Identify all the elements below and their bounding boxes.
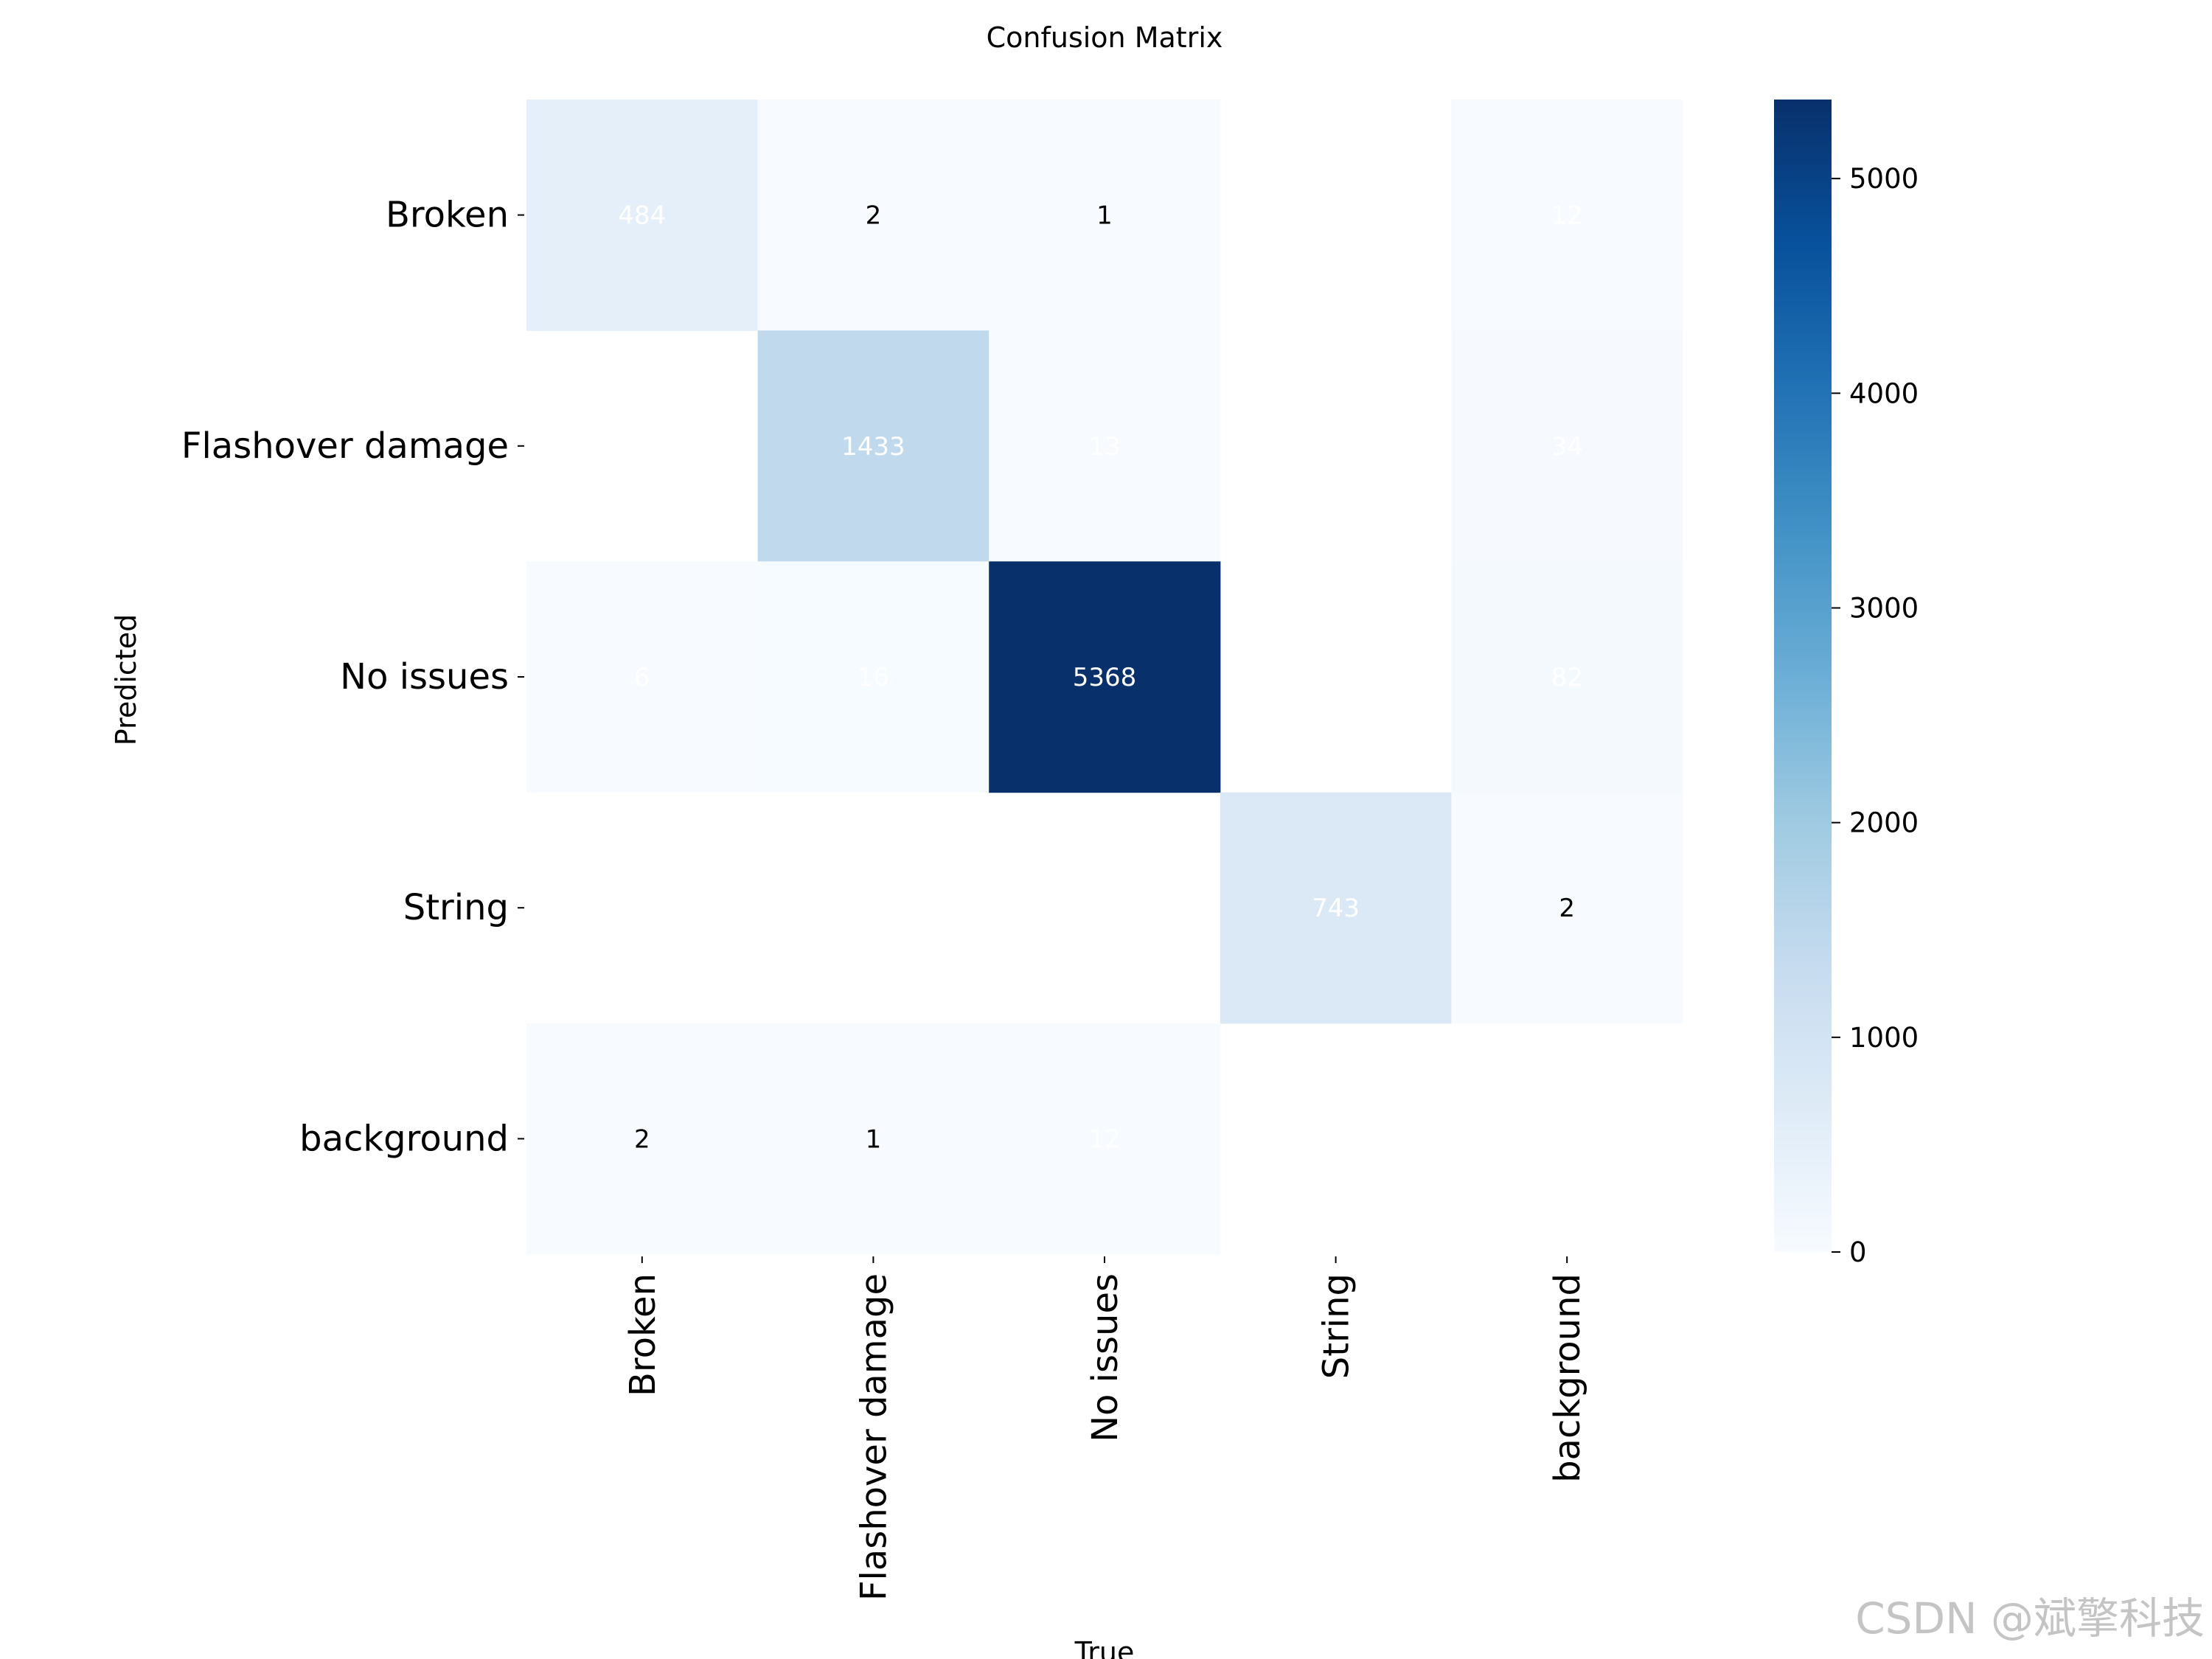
y-tick-label: String xyxy=(403,887,509,928)
x-tick-labels: Broken Flashover damage No issues String bac… xyxy=(622,1256,1588,1601)
y-tick-label: Broken xyxy=(386,195,509,236)
cell-broken-background xyxy=(1451,100,1683,331)
cell-value-label: 13 xyxy=(1088,432,1120,462)
cell-flashover-damage-flashover-damage xyxy=(757,330,990,562)
x-tick-label: Flashover damage xyxy=(853,1273,894,1601)
y-tick-labels: Broken Flashover damage No issues String bac… xyxy=(181,195,524,1159)
colorbar xyxy=(1774,100,1832,1252)
cell-background-flashover-damage xyxy=(757,1023,990,1255)
x-tick-label: Broken xyxy=(622,1273,664,1397)
heatmap-cells xyxy=(526,100,1683,1255)
colorbar-tick-label: 3000 xyxy=(1849,592,1919,624)
cell-string-background xyxy=(1451,792,1683,1024)
colorbar-tick-label: 2000 xyxy=(1849,807,1919,839)
watermark: CSDN @斌擎科技 xyxy=(1855,1593,2205,1644)
cell-value-label: 743 xyxy=(1312,894,1360,923)
cell-no-issues-background xyxy=(1451,561,1683,793)
x-axis-label: True xyxy=(1074,1636,1135,1659)
cell-value-label: 16 xyxy=(858,663,889,692)
cell-value-label: 82 xyxy=(1551,663,1583,692)
cell-value-label: 484 xyxy=(618,201,666,231)
colorbar-tick-label: 0 xyxy=(1849,1237,1867,1268)
cell-value-label: 12 xyxy=(1551,201,1583,231)
cell-value-label: 1 xyxy=(866,1124,882,1154)
x-tick-label: background xyxy=(1547,1273,1588,1483)
x-tick-label: String xyxy=(1316,1273,1357,1379)
y-tick-label: No issues xyxy=(340,656,509,698)
cell-value-label: 1433 xyxy=(841,432,905,462)
colorbar-tick-label: 5000 xyxy=(1849,163,1919,195)
cell-flashover-damage-background xyxy=(1451,330,1683,562)
cell-broken-broken xyxy=(526,100,759,331)
cell-value-label: 2 xyxy=(634,1124,650,1154)
y-axis-label: Predicted xyxy=(110,614,142,745)
cell-broken-no-issues xyxy=(989,100,1221,331)
colorbar-tick-label: 1000 xyxy=(1849,1022,1919,1054)
cell-value-label: 2 xyxy=(866,201,882,231)
cell-value-label: 34 xyxy=(1551,432,1583,462)
cell-value-label: 12 xyxy=(1088,1124,1120,1154)
cell-no-issues-flashover-damage xyxy=(757,561,990,793)
cell-value-label: 2 xyxy=(1559,894,1575,923)
cell-no-issues-no-issues xyxy=(989,561,1221,793)
cell-value-label: 6 xyxy=(634,663,650,692)
heatmap-cell-labels: 484 2 1 12 1433 13 34 6 16 5368 82 743 2 2 1 12 xyxy=(618,201,1582,1155)
cell-value-label: 1 xyxy=(1096,201,1113,231)
y-tick-label: Flashover damage xyxy=(181,425,509,467)
chart-title: Confusion Matrix xyxy=(987,21,1223,54)
cell-background-no-issues xyxy=(989,1023,1221,1255)
cell-value-label: 5368 xyxy=(1073,663,1137,692)
cell-string-string xyxy=(1220,792,1452,1024)
cell-flashover-damage-no-issues xyxy=(989,330,1221,562)
x-tick-label: No issues xyxy=(1085,1273,1126,1442)
cell-background-broken xyxy=(526,1023,759,1255)
cell-no-issues-broken xyxy=(526,561,759,793)
cell-broken-flashover-damage xyxy=(757,100,990,331)
colorbar-tick-label: 4000 xyxy=(1849,378,1919,409)
y-tick-label: background xyxy=(299,1118,509,1159)
colorbar-ticks: 0 1000 2000 3000 4000 5000 xyxy=(1832,163,1919,1268)
